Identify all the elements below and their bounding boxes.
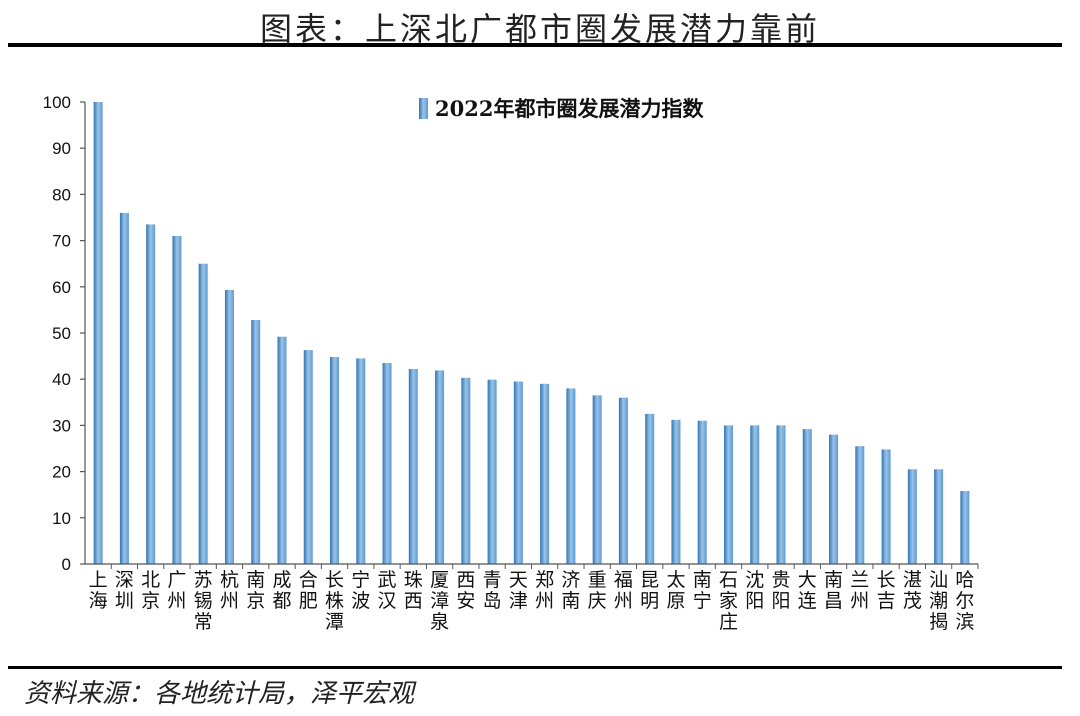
bar bbox=[934, 469, 944, 564]
bar bbox=[960, 491, 970, 564]
x-tick-label: 昆明 bbox=[640, 569, 659, 612]
x-tick-label: 重庆 bbox=[588, 569, 607, 612]
x-tick-label: 太原 bbox=[666, 569, 685, 612]
bar bbox=[330, 357, 340, 564]
bar bbox=[435, 370, 445, 564]
legend-label: 2022年都市圈发展潜力指数 bbox=[435, 96, 704, 121]
x-tick-label: 广州 bbox=[167, 569, 186, 612]
bar bbox=[93, 102, 103, 564]
bar bbox=[645, 413, 655, 564]
x-tick-label: 天津 bbox=[509, 569, 528, 612]
y-tick-label: 40 bbox=[52, 370, 71, 389]
bar bbox=[618, 397, 628, 564]
x-tick-label: 南京 bbox=[246, 569, 265, 612]
x-tick-label: 南宁 bbox=[693, 569, 712, 612]
x-tick-label: 湛茂 bbox=[903, 569, 922, 612]
x-tick-label: 成都 bbox=[272, 569, 291, 612]
x-tick-label: 珠西 bbox=[404, 569, 423, 612]
bar bbox=[224, 290, 234, 564]
bar bbox=[172, 235, 182, 565]
x-tick-label: 哈尔滨 bbox=[955, 569, 974, 633]
bar bbox=[907, 469, 917, 564]
x-tick-label: 兰州 bbox=[850, 569, 869, 612]
y-tick-label: 0 bbox=[62, 555, 71, 574]
bar bbox=[356, 358, 366, 564]
bar bbox=[697, 420, 707, 564]
bar bbox=[855, 446, 865, 564]
source-note: 资料来源：各地统计局，泽平宏观 bbox=[24, 679, 415, 709]
bar bbox=[487, 379, 497, 564]
x-tick-label: 汕潮揭 bbox=[929, 569, 948, 633]
bar bbox=[251, 320, 261, 564]
x-tick-label: 郑州 bbox=[535, 569, 554, 612]
bar bbox=[303, 350, 313, 564]
bar bbox=[829, 434, 839, 564]
bar bbox=[802, 429, 812, 564]
x-tick-label: 南昌 bbox=[824, 569, 843, 612]
bar bbox=[881, 449, 891, 564]
bar bbox=[513, 381, 523, 564]
bar bbox=[723, 425, 733, 564]
x-tick-label: 武汉 bbox=[378, 569, 397, 612]
y-tick-label: 10 bbox=[52, 509, 71, 528]
x-tick-label: 长吉 bbox=[877, 569, 896, 612]
bar bbox=[540, 383, 550, 564]
x-tick-label: 福州 bbox=[614, 569, 633, 612]
y-tick-label: 70 bbox=[52, 232, 71, 251]
bar bbox=[198, 263, 208, 564]
bar bbox=[592, 395, 602, 564]
x-axis: 上海深圳北京广州苏锡常杭州南京成都合肥长株潭宁波武汉珠西厦漳泉西安青岛天津郑州济… bbox=[85, 563, 979, 633]
bar bbox=[671, 419, 681, 564]
bar bbox=[750, 425, 760, 564]
bar bbox=[461, 377, 471, 564]
page-title: 图表：上深北广都市圈发展潜力靠前 bbox=[259, 10, 820, 48]
x-tick-label: 沈阳 bbox=[745, 569, 764, 612]
y-tick-label: 80 bbox=[52, 185, 71, 204]
x-tick-label: 苏锡常 bbox=[194, 569, 213, 633]
y-axis: 0 10 20 30 40 50 60 70 80 90 100 bbox=[43, 93, 86, 574]
y-tick-label: 60 bbox=[52, 278, 71, 297]
bottom-divider bbox=[8, 666, 1062, 669]
y-tick-label: 20 bbox=[52, 463, 71, 482]
bar bbox=[382, 363, 392, 564]
x-tick-label: 上海 bbox=[89, 569, 108, 612]
x-tick-label: 青岛 bbox=[483, 569, 502, 612]
bar bbox=[277, 336, 287, 564]
x-tick-label: 贵阳 bbox=[772, 569, 791, 612]
legend-swatch bbox=[419, 98, 428, 119]
x-tick-label: 宁波 bbox=[351, 569, 370, 612]
bar bbox=[119, 212, 129, 564]
y-tick-label: 50 bbox=[52, 324, 71, 343]
bars bbox=[93, 102, 970, 565]
y-tick-label: 30 bbox=[52, 416, 71, 435]
x-tick-label: 厦漳泉 bbox=[430, 569, 449, 633]
x-tick-label: 杭州 bbox=[220, 569, 239, 612]
bar bbox=[566, 388, 576, 564]
x-tick-label: 大连 bbox=[798, 569, 817, 612]
bar bbox=[146, 224, 156, 564]
y-tick-label: 90 bbox=[52, 139, 71, 158]
x-tick-label: 深圳 bbox=[115, 569, 134, 612]
x-tick-label: 石家庄 bbox=[719, 569, 738, 633]
legend: 2022年都市圈发展潜力指数 bbox=[419, 96, 704, 121]
x-tick-label: 北京 bbox=[141, 569, 160, 612]
y-tick-label: 100 bbox=[43, 93, 71, 112]
top-divider bbox=[8, 43, 1062, 47]
x-tick-label: 合肥 bbox=[299, 569, 318, 612]
bar bbox=[408, 369, 418, 564]
bar bbox=[776, 425, 786, 564]
x-tick-label: 济南 bbox=[561, 569, 580, 612]
bar-chart: 0 10 20 30 40 50 60 70 80 90 100 上海深圳北京广州苏锡常杭州南京成都… bbox=[43, 93, 979, 633]
x-tick-label: 长株潭 bbox=[325, 569, 344, 633]
x-tick-label: 西安 bbox=[456, 569, 475, 612]
